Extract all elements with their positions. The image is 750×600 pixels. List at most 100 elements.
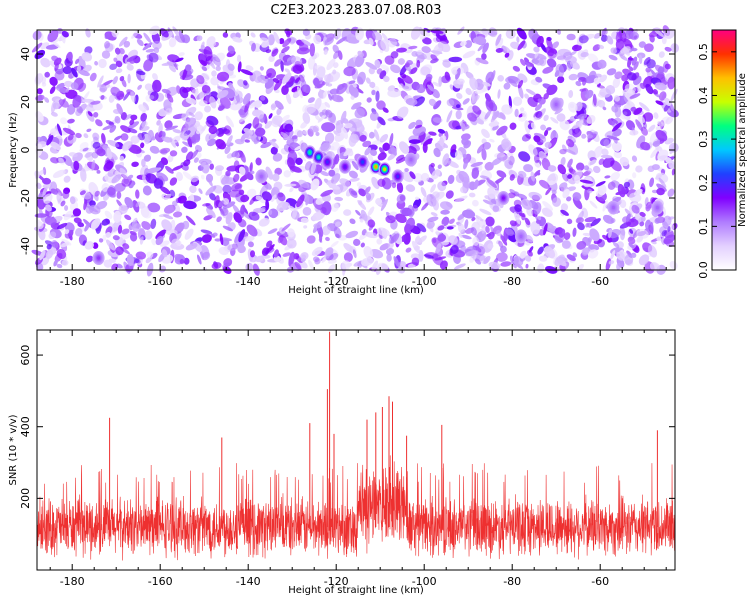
heatmap-cell [178,30,185,43]
heatmap-cell [572,252,578,258]
heatmap-cell [526,234,534,243]
heatmap-cell [49,76,58,86]
heatmap-cell [467,112,477,122]
heatmap-cell [450,244,459,255]
heatmap-cell [627,72,637,81]
heatmap-cell [324,250,331,259]
heatmap-cell [481,224,486,234]
heatmap-cell [434,256,447,261]
heatmap-cell [345,147,354,157]
heatmap-cell [78,234,88,246]
heatmap-cell [655,100,664,106]
heatmap-cell [509,220,517,227]
heatmap-cell [107,139,120,148]
heatmap-cell [244,139,250,143]
heatmap-cell [64,80,73,88]
heatmap-cell [343,243,355,253]
heatmap-cell [432,43,444,57]
heatmap-cell [68,152,78,158]
heatmap-cell [281,85,289,95]
heatmap-cell [76,105,84,114]
heatmap-cell [90,218,101,230]
heatmap-cell [612,77,621,89]
heatmap-cell [138,104,147,112]
heatmap-cell [359,218,364,223]
heatmap-cell [437,233,447,242]
heatmap-cell [517,79,524,89]
heatmap-cell [272,173,280,182]
heatmap-cell [405,217,416,231]
heatmap-cell [544,129,549,137]
heatmap-cell [386,253,392,262]
heatmap-cell [442,60,451,68]
heatmap-cell [496,252,508,262]
heatmap-cell [651,164,660,171]
heatmap-cell [143,209,152,219]
heatmap-cell [84,241,94,250]
heatmap-cell [649,177,655,188]
heatmap-cell [416,49,423,55]
heatmap-cell [164,193,172,200]
heatmap-cell [487,187,496,199]
heatmap-cell [218,200,225,208]
heatmap-cell [52,131,63,139]
heatmap-cell [265,49,272,54]
heatmap-cell [114,135,122,141]
heatmap-cell [404,168,409,172]
heatmap-cell [333,50,340,60]
heatmap-cell [78,82,87,92]
heatmap-cell [485,98,494,112]
heatmap-cell [411,240,421,254]
heatmap-cell [300,252,309,260]
heatmap-cell [614,71,623,80]
heatmap-cell [239,150,246,163]
heatmap-cell [309,43,316,57]
heatmap-cell [111,29,119,38]
heatmap-cell [544,141,552,149]
heatmap-cell [441,216,450,227]
heatmap-cell [514,108,519,118]
snr-panel: -180 -160 -140 -120 -100 -80 -60 200 400 600 Heig… [8,329,676,596]
heatmap-cell [530,171,536,182]
heatmap-cell [184,117,197,128]
heatmap-cell [104,210,113,219]
heatmap-cell [536,35,544,48]
heatmap-cell [273,79,283,91]
heatmap-cell [147,202,161,213]
heatmap-cell [619,199,627,209]
heatmap-cell [578,35,589,44]
heatmap-hotspot [607,200,620,215]
heatmap-cell [652,140,661,147]
heatmap-cell [296,130,304,138]
heatmap-cell [108,258,116,263]
heatmap-cell [577,113,588,120]
heatmap-cell [592,165,601,174]
heatmap-cell [556,113,566,122]
heatmap-cell [229,102,243,111]
heatmap-cell [304,103,317,115]
heatmap-cell [333,62,339,69]
heatmap-cell [550,117,559,124]
heatmap-cell [656,187,665,196]
heatmap-cell [597,99,606,108]
heatmap-cell [468,192,476,198]
heatmap-cell [119,36,128,47]
heatmap-cell [454,263,466,270]
heatmap-cell [270,146,278,155]
heatmap-cell [185,151,194,162]
heatmap-cell [85,255,94,263]
heatmap-cell [118,204,128,214]
heatmap-cell [397,77,406,87]
heatmap-cell [539,136,547,143]
colorbar-frame [711,29,737,271]
heatmap-cell [464,40,473,49]
heatmap-cell [485,71,494,84]
heatmap-cell [633,61,639,71]
heatmap-cell [465,250,479,257]
heatmap-cell [363,246,373,259]
snr-x-tick-label: -60 [591,575,609,588]
heatmap-cell [282,37,292,48]
heatmap-cell [115,246,124,256]
heatmap-cell [219,233,224,246]
heatmap-cell [527,250,533,257]
